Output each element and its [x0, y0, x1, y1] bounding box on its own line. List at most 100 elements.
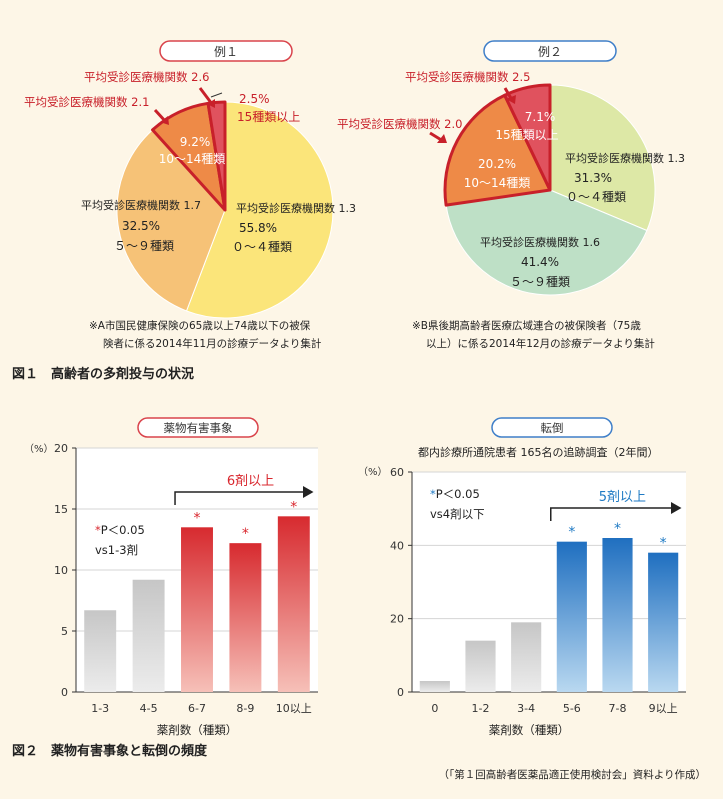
y-tick-label: 0 [61, 686, 68, 699]
y-tick-label: 20 [390, 613, 404, 626]
x-tick-label: 4-5 [140, 702, 158, 715]
x-tick-label: 5-6 [563, 702, 581, 715]
note-example2-line2: 以上）に係る2014年12月の診療データより集計 [426, 337, 655, 350]
pie-slice-5to9 [445, 189, 648, 296]
significance-star: * [568, 525, 575, 541]
x-tick-label: 9以上 [649, 702, 678, 715]
leader-line [210, 92, 223, 98]
bar-9以上 [648, 552, 679, 692]
pie-example2 [443, 83, 656, 296]
bar-6-7 [181, 527, 213, 692]
fig1-caption: 図１ 高齢者の多剤投与の状況 [12, 366, 194, 382]
label-0to4-example2: ０～４種類 [566, 190, 626, 204]
label-0to4-example2-mean: 平均受診医療機関数 1.3 [565, 151, 685, 165]
arrow-head-icon [207, 99, 215, 108]
arrow-head-icon [437, 134, 447, 143]
label-10to14-example1: 10～14種類 [159, 152, 226, 166]
label-5to9-example1-mean: 平均受診医療機関数 1.7 [81, 198, 201, 212]
range-arrow [174, 486, 314, 505]
x-tick-label: 3-4 [517, 702, 535, 715]
x-tick-label: 10以上 [276, 702, 312, 715]
note-example1-line2: 険者に係る2014年11月の診療データより集計 [103, 337, 322, 350]
badge-example2 [483, 40, 617, 62]
y-tick-label: 15 [54, 503, 68, 516]
note-example1-line1: ※A市国民健康保険の65歳以上74歳以下の被保 [89, 319, 311, 332]
x-tick-label: 8-9 [236, 702, 254, 715]
pie-slice-0to4 [186, 101, 334, 319]
bar-chart-adverse-events: 薬物有害事象東大病院老年病科 入院患者2412名の解析（%）051015201-… [24, 417, 318, 737]
bar-3-4 [511, 622, 542, 692]
pct-0to4-example1: 55.8% [239, 221, 277, 235]
fig2: 薬物有害事象東大病院老年病科 入院患者2412名の解析（%）051015201-… [12, 417, 706, 781]
chart-badge [491, 417, 613, 438]
example1: 例１ 平均受診医療機関数 2.6 平均受診医療機関数 2.1 2.5% 15種類… [24, 40, 356, 350]
pct-15plus-example1: 2.5% [239, 92, 270, 106]
arrow-head-icon [506, 95, 516, 104]
label-0to4-example1: ０～４種類 [232, 240, 292, 254]
significance-star: * [660, 536, 667, 552]
y-tick-label: 20 [54, 442, 68, 455]
fig1: 例１ 平均受診医療機関数 2.6 平均受診医療機関数 2.1 2.5% 15種類… [12, 40, 685, 382]
range-arrow-label: 5剤以上 [599, 489, 646, 505]
label-15plus-example1: 15種類以上 [237, 110, 300, 124]
callout-b-example1: 平均受診医療機関数 2.1 [24, 95, 149, 109]
significance-note: *P＜0.05 [95, 523, 145, 537]
badge-example1 [159, 40, 293, 62]
pct-15plus-example2: 7.1% [525, 110, 556, 124]
pct-10to14-example1: 9.2% [180, 135, 211, 149]
bar-4-5 [132, 579, 165, 692]
y-axis-unit: （%） [358, 466, 388, 478]
x-tick-label: 6-7 [188, 702, 206, 715]
pie-example1 [116, 100, 334, 319]
y-tick-label: 5 [61, 625, 68, 638]
label-0to4-example1-mean: 平均受診医療機関数 1.3 [236, 201, 356, 215]
callout-a-example1: 平均受診医療機関数 2.6 [84, 70, 209, 84]
label-5to9-example2-mean: 平均受診医療機関数 1.6 [480, 235, 600, 249]
callout-b-example2: 平均受診医療機関数 2.0 [337, 117, 462, 131]
chart-badge-label: 転倒 [541, 421, 564, 435]
example2: 例２ 平均受診医療機関数 2.5 平均受診医療機関数 2.0 7.1% 15種類… [337, 40, 685, 350]
significance-note: *P＜0.05 [430, 487, 480, 501]
fig2-caption: 図２ 薬物有害事象と転倒の頻度 [12, 743, 208, 759]
pct-5to9-example1: 32.5% [122, 219, 160, 233]
range-arrow [550, 502, 682, 521]
label-10to14-example2: 10～14種類 [464, 176, 531, 190]
y-tick-label: 40 [390, 539, 404, 552]
bar-1-2 [465, 640, 496, 692]
note-example2-line1: ※B県後期高齢者医療広域連合の被保険者（75歳 [412, 319, 641, 332]
x-axis-label: 薬剤数（種類） [157, 723, 238, 737]
pie-slice-5to9 [116, 129, 226, 312]
x-axis-label: 薬剤数（種類） [489, 723, 570, 737]
pct-5to9-example2: 41.4% [521, 255, 559, 269]
callout-a-example2: 平均受診医療機関数 2.5 [405, 70, 530, 84]
chart-badge-label: 薬物有害事象 [164, 421, 233, 435]
significance-star: * [614, 521, 621, 537]
significance-note-ref: vs4剤以下 [430, 507, 485, 521]
arrow-head-icon [160, 116, 169, 125]
chart-badge [137, 417, 259, 438]
bar-7-8 [602, 538, 633, 692]
y-tick-label: 60 [390, 466, 404, 479]
bar-8-9 [229, 543, 262, 692]
y-axis-unit: （%） [24, 443, 54, 455]
bar-1-3 [84, 610, 117, 692]
significance-star: * [194, 510, 201, 526]
pie-slice-0to4 [549, 84, 656, 231]
plot-area [412, 472, 686, 692]
range-arrow-label: 6剤以上 [227, 473, 274, 489]
y-tick-label: 10 [54, 564, 68, 577]
pie-slice-10to14 [443, 93, 552, 207]
x-tick-label: 7-8 [609, 702, 627, 715]
callout-a-arrow [198, 87, 214, 105]
badge-example1-label: 例１ [214, 45, 238, 59]
significance-star: * [242, 526, 249, 542]
label-5to9-example2: ５～９種類 [510, 275, 570, 289]
bar-10以上 [277, 516, 310, 692]
chart-subtitle: 都内診療所通院患者 165名の追跡調査（2年間） [418, 445, 659, 459]
significance-star: * [290, 499, 297, 515]
pct-10to14-example2: 20.2% [478, 157, 516, 171]
label-5to9-example1: ５～９種類 [114, 239, 174, 253]
y-tick-label: 0 [397, 686, 404, 699]
